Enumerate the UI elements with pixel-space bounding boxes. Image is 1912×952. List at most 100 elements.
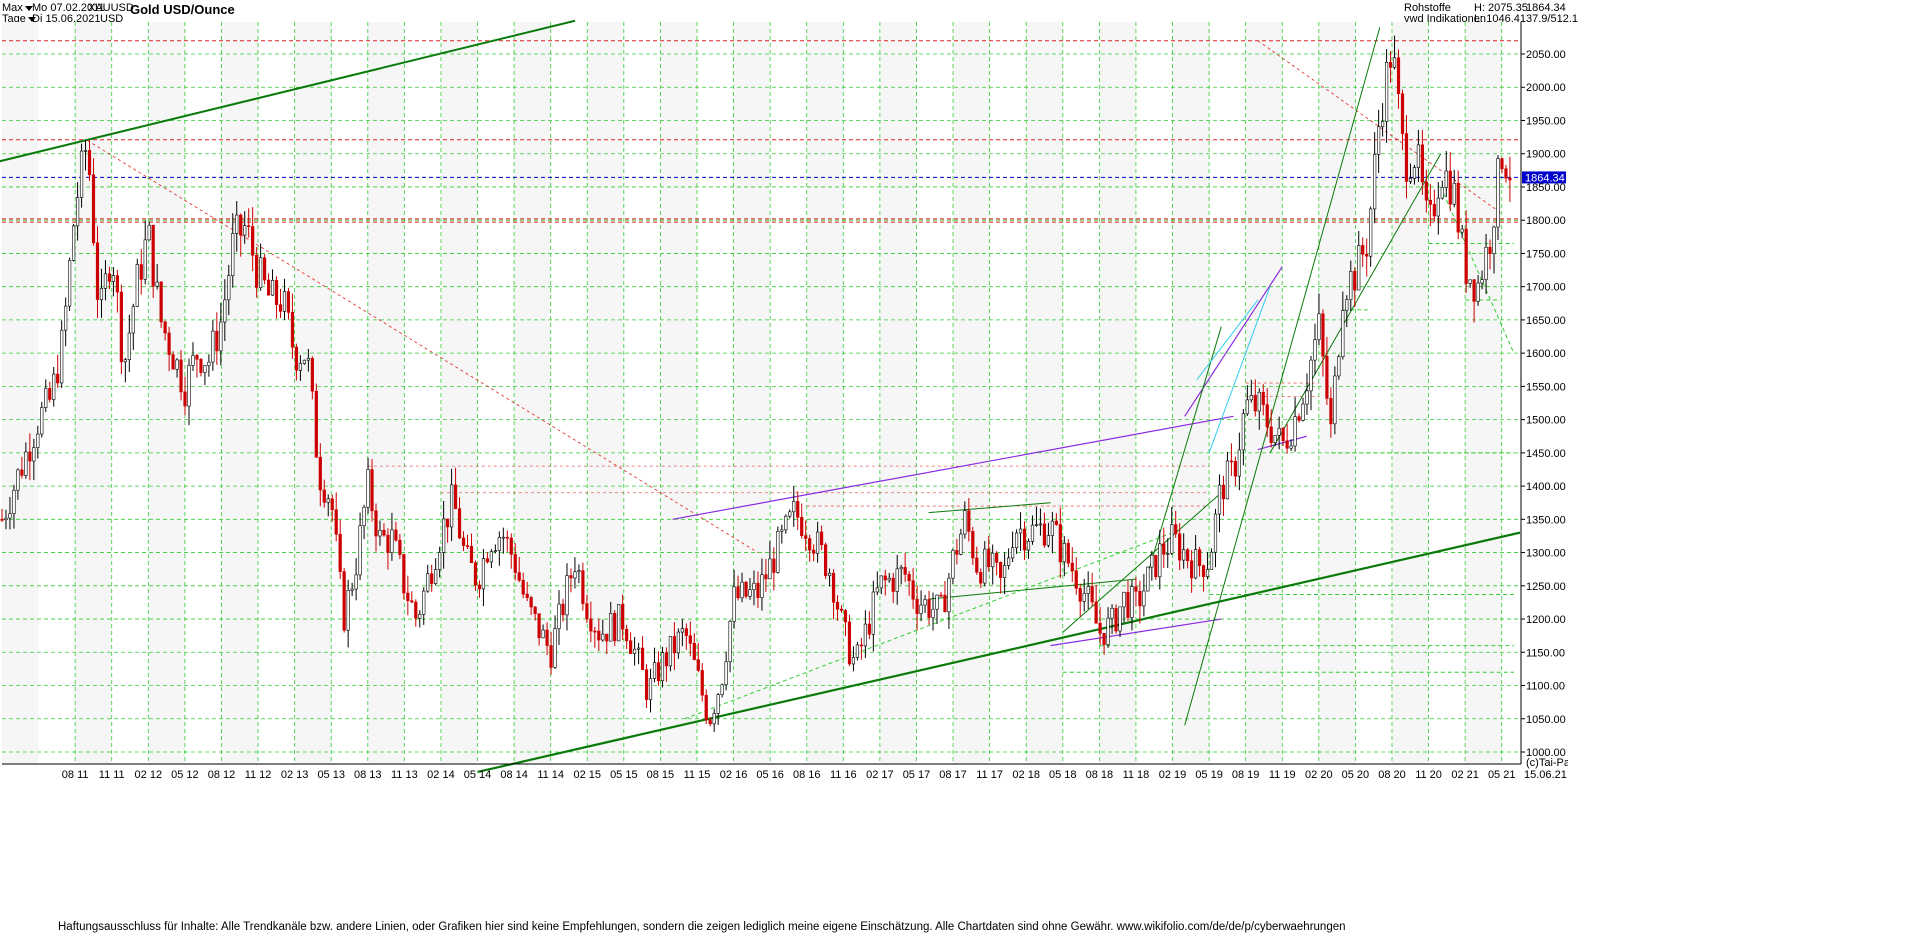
candle-body	[159, 281, 163, 323]
x-tick-label: 05 20	[1342, 769, 1370, 781]
candle-body	[1003, 565, 1007, 578]
candle-body	[895, 568, 899, 592]
candle-body	[1030, 524, 1035, 542]
grid-lines	[2, 22, 1520, 764]
x-tick-label: 05 13	[317, 769, 345, 781]
candle-body	[1404, 133, 1409, 182]
candle-body	[915, 598, 919, 615]
candle-body	[151, 224, 155, 287]
candle-body	[1333, 375, 1337, 425]
candle-body	[505, 536, 509, 539]
candle-body	[131, 306, 135, 334]
candle-body	[712, 713, 716, 725]
high-value: H: 2075.35	[1474, 2, 1528, 14]
x-tick-label: 08 11	[62, 769, 89, 781]
candle-body	[1162, 543, 1166, 555]
x-tick-label: 08 13	[354, 769, 382, 781]
y-tick-label: 1850.00	[1526, 182, 1566, 194]
candle-body	[56, 373, 60, 384]
candle-body	[418, 614, 422, 619]
candle-body	[1253, 395, 1257, 412]
candle-body	[935, 594, 939, 610]
candle-body	[1138, 590, 1142, 607]
candle-body	[163, 321, 167, 334]
candle-body	[1166, 552, 1170, 555]
x-tick-label: 05 21	[1488, 769, 1516, 781]
purple-channel-2020	[1257, 435, 1307, 451]
candle-body	[334, 509, 338, 535]
candle-body	[1082, 593, 1086, 602]
candle-body	[322, 489, 326, 503]
candle-body	[477, 584, 482, 590]
quarter-band	[806, 22, 844, 764]
candle-body	[1440, 187, 1444, 199]
candle-body	[95, 242, 100, 300]
x-tick-label: 02 15	[573, 769, 601, 781]
candle-body	[617, 604, 621, 642]
trend-lines	[0, 19, 1521, 774]
candle-body	[525, 593, 529, 598]
candle-body	[64, 305, 68, 331]
candle-body	[553, 628, 557, 668]
x-tick-label: 11 16	[830, 769, 857, 781]
candle-body	[48, 388, 52, 400]
candle-body	[1098, 622, 1102, 634]
candle-body	[959, 533, 963, 555]
candle-body	[370, 469, 374, 512]
candle-body	[827, 572, 832, 577]
quarter-band	[148, 22, 185, 764]
candle-body	[75, 197, 80, 227]
candle-body	[1305, 390, 1309, 405]
candle-body	[664, 652, 669, 667]
x-tick-label: 08 14	[500, 769, 528, 781]
quarter-band	[953, 22, 990, 764]
range-selector[interactable]: Max	[2, 2, 33, 15]
date-from: Mo 07.02.2011	[32, 2, 105, 14]
candlestick-chart[interactable]: 08 11 11 11 02 12 05 12 08 12 11 12 02 13 05 13…	[0, 0, 1568, 781]
candle-body	[644, 669, 649, 700]
candle-body	[1154, 554, 1158, 578]
candle-body	[903, 566, 907, 575]
candle-body	[306, 358, 310, 361]
candle-body	[808, 538, 812, 551]
candle-body	[820, 531, 824, 546]
candle-body	[1142, 590, 1146, 607]
candle-body	[199, 359, 203, 373]
candle-body	[83, 150, 88, 152]
candle-body	[796, 501, 800, 518]
x-tick-label: 02 17	[866, 769, 894, 781]
x-tick-label: 02 21	[1451, 769, 1479, 781]
y-tick-label: 1950.00	[1526, 115, 1566, 127]
candle-body	[310, 358, 314, 392]
candle-body	[1158, 543, 1162, 578]
candle-body	[207, 361, 211, 366]
triangle-top	[928, 502, 1051, 514]
y-tick-label: 1250.00	[1526, 581, 1566, 593]
candle-body	[1488, 246, 1492, 254]
candle-body	[4, 517, 8, 520]
candle-body	[509, 537, 513, 555]
candle-body	[501, 536, 505, 539]
candle-body	[1197, 549, 1202, 566]
candle-body	[259, 257, 263, 288]
end-date-label: 15.06.21	[1524, 769, 1567, 781]
x-tick-label: 02 20	[1305, 769, 1333, 781]
candle-body	[708, 719, 712, 725]
long-term-uptrend-line	[0, 19, 576, 163]
y-tick-label: 1350.00	[1526, 514, 1566, 526]
candle-body	[927, 599, 931, 618]
candle-body	[302, 359, 306, 364]
candle-body	[573, 571, 577, 579]
candle-body	[155, 281, 159, 287]
candle-body	[1110, 608, 1114, 619]
candle-body	[338, 533, 342, 572]
candle-body	[887, 577, 891, 581]
candle-body	[652, 662, 657, 679]
candle-body	[1357, 245, 1361, 291]
symbol: XAUUSD	[88, 2, 134, 14]
x-tick-label: 05 18	[1049, 769, 1077, 781]
candle-body	[1392, 57, 1397, 68]
purple-channel-lower	[1050, 618, 1222, 647]
candle-body	[251, 226, 255, 256]
candle-body	[621, 604, 625, 630]
